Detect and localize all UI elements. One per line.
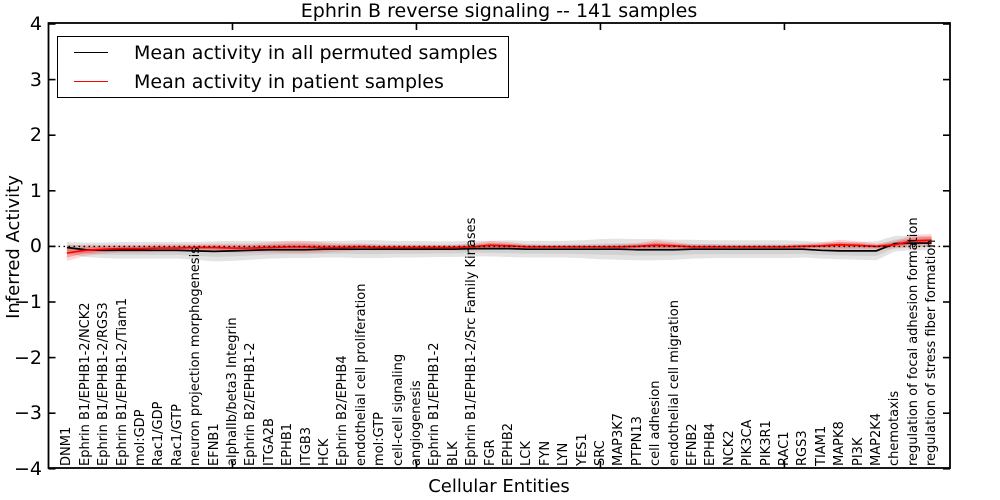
x-tick-label: cell-cell signaling: [390, 353, 406, 466]
x-tick-label: RAC1: [776, 431, 792, 466]
x-tick-label: endothelial cell proliferation: [353, 283, 369, 467]
x-tick-label: PIK3R1: [758, 420, 774, 466]
legend-entry-permuted: Mean activity in all permuted samples: [58, 38, 508, 67]
x-tick-label: endothelial cell migration: [666, 300, 682, 466]
permuted-line-sample-icon: [74, 52, 108, 53]
x-tick-label: regulation of focal adhesion formation: [905, 217, 921, 466]
x-tick-label: PI3K: [850, 437, 866, 466]
y-tick-label: 0: [29, 235, 42, 258]
x-tick-label: FGR: [482, 439, 498, 466]
x-tick-label: LYN: [556, 442, 572, 466]
x-tick-label: PIK3CA: [740, 419, 756, 466]
x-tick-label: Ephrin B2/EPHB1-2: [243, 342, 259, 466]
x-tick-label: mol:GTP: [372, 412, 388, 466]
x-tick-label: HCK: [316, 438, 332, 466]
x-tick-label: MAPK8: [832, 421, 848, 466]
x-tick-label: Rac1/GTP: [169, 404, 185, 466]
patient-band-inner: [66, 236, 932, 258]
x-tick-label: NCK2: [721, 430, 737, 466]
x-tick-label: SRC: [592, 440, 608, 466]
x-tick-label: Ephrin B1/EPHB1-2/Tiam1: [114, 297, 130, 466]
x-tick-label: YES1: [574, 433, 590, 466]
x-tick-label: FYN: [537, 440, 553, 466]
y-tick-label: 1: [29, 179, 42, 202]
y-tick-label: 4: [29, 13, 42, 35]
x-tick-label: RGS3: [795, 430, 811, 466]
x-tick-label: mol:GDP: [132, 409, 148, 466]
x-tick-label: Rac1/GDP: [151, 401, 167, 466]
x-tick-label: BLK: [445, 441, 461, 466]
legend: Mean activity in all permuted samples Me…: [57, 36, 509, 98]
y-tick-label: −2: [13, 346, 42, 369]
x-tick-label: Ephrin B1/EPHB1-2/RGS3: [96, 302, 112, 466]
x-tick-label: DNM1: [59, 426, 75, 466]
x-tick-label: EPHB2: [500, 422, 516, 466]
x-tick-label: angiogenesis: [408, 380, 424, 466]
y-tick-label: −1: [13, 291, 42, 313]
x-tick-label: MAP3K7: [611, 412, 627, 466]
y-tick-label: −3: [13, 402, 42, 425]
x-tick-label: EPHB1: [280, 422, 296, 466]
x-tick-label: MAP2K4: [868, 412, 884, 466]
patient-band-outer: [66, 234, 932, 261]
x-tick-label: LCK: [519, 441, 535, 466]
x-tick-label: chemotaxis: [887, 390, 903, 466]
legend-label-permuted: Mean activity in all permuted samples: [134, 41, 498, 64]
x-axis-label: Cellular Entities: [428, 476, 570, 497]
y-tick-label: 3: [29, 68, 42, 91]
x-tick-label: cell adhesion: [648, 380, 664, 466]
legend-label-patient: Mean activity in patient samples: [134, 70, 444, 93]
x-tick-label: alphaIIb/beta3 Integrin: [224, 317, 240, 466]
x-tick-label: Ephrin B2/EPHB4: [335, 355, 351, 466]
x-tick-label: ITGA2B: [261, 418, 277, 466]
chart-title: Ephrin B reverse signaling -- 141 sample…: [300, 0, 698, 22]
axes-frame: [47, 22, 951, 469]
permuted-mean-line: [66, 242, 932, 253]
patient-mean-line: [66, 239, 932, 254]
y-tick-label: 2: [29, 124, 42, 147]
x-tick-label: Ephrin B1/EPHB1-2: [427, 342, 443, 466]
x-tick-label: neuron projection morphogenesis: [188, 247, 204, 466]
patient-line-sample-icon: [74, 81, 108, 82]
legend-entry-patient: Mean activity in patient samples: [58, 67, 508, 96]
x-tick-label: TIAM1: [813, 425, 829, 466]
x-tick-label: PTPN13: [629, 416, 645, 466]
x-tick-label: EFNB1: [206, 423, 222, 466]
y-tick-label: −4: [13, 457, 42, 480]
x-tick-label: EPHB4: [703, 422, 719, 466]
x-tick-label: EFNB2: [684, 423, 700, 466]
x-tick-label: Ephrin B1/EPHB1-2/Src Family Kinases: [464, 217, 480, 466]
x-tick-label: regulation of stress fiber formation: [924, 239, 940, 466]
x-tick-label: Ephrin B1/EPHB1-2/NCK2: [77, 302, 93, 466]
x-tick-label: ITGB3: [298, 426, 314, 466]
